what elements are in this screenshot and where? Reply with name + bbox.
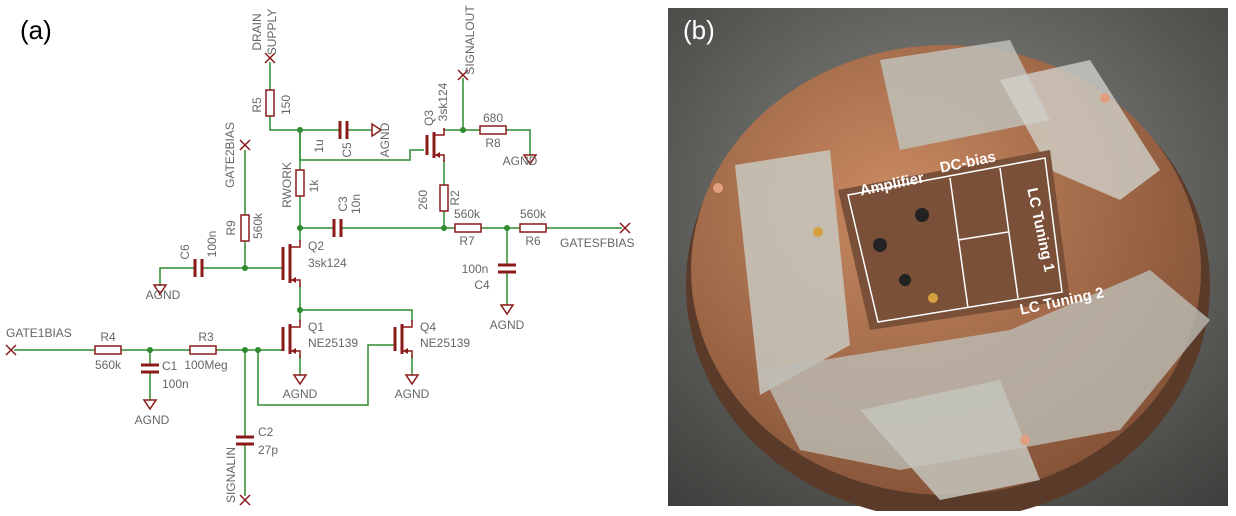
resistor xyxy=(190,346,216,354)
schematic-label: Q2 xyxy=(308,239,324,253)
schematic-label: 3sk124 xyxy=(308,256,347,270)
wire xyxy=(506,130,530,155)
junction xyxy=(504,225,510,231)
screw-hole xyxy=(713,183,723,193)
schematic-label: DRAIN xyxy=(250,13,264,50)
photo xyxy=(668,8,1228,511)
schematic-label: C4 xyxy=(474,278,490,292)
resistor xyxy=(455,224,481,232)
schematic-label: NE25139 xyxy=(420,336,470,350)
schematic-label: GATE1BIAS xyxy=(6,326,72,340)
schematic-label: 100n xyxy=(162,377,189,391)
schematic-label: AGND xyxy=(395,387,430,401)
junction xyxy=(242,347,248,353)
wire xyxy=(258,345,395,405)
schematic-label: R9 xyxy=(224,220,238,236)
schematic-label: C2 xyxy=(258,425,274,439)
schematic-label: 560k xyxy=(520,207,547,221)
photo-label: (b) xyxy=(683,15,715,45)
schematic-label: 3sk124 xyxy=(436,82,450,121)
figure: (a) DRAINSUPPLY SIGNALOUT GATE2BIAS GATESFBI… xyxy=(0,0,1236,511)
resistor xyxy=(241,215,249,241)
pin xyxy=(928,293,938,303)
ground xyxy=(406,375,418,384)
resistor xyxy=(266,90,274,116)
junction xyxy=(297,307,303,313)
schematic-label: AGND xyxy=(490,318,525,332)
transistor xyxy=(915,208,929,222)
schematic-label: C6 xyxy=(178,244,192,260)
page: (a) DRAINSUPPLY SIGNALOUT GATE2BIAS GATESFBI… xyxy=(0,0,1236,516)
schematic-label: R8 xyxy=(485,136,501,150)
schematic xyxy=(6,53,630,505)
wire xyxy=(270,116,340,130)
junction xyxy=(460,127,466,133)
schematic-label: SIGNALIN xyxy=(224,447,238,503)
junction xyxy=(255,347,261,353)
ground xyxy=(501,305,513,314)
wire xyxy=(245,241,283,268)
resistor xyxy=(520,224,546,232)
schematic-label: Q1 xyxy=(308,320,324,334)
junction xyxy=(441,225,447,231)
schematic-label: GATESFBIAS xyxy=(560,236,634,250)
schematic-label: 100Meg xyxy=(184,358,227,372)
pin xyxy=(813,227,823,237)
schematic-label: SIGNALOUT xyxy=(463,5,477,75)
schematic-label: R5 xyxy=(250,97,264,113)
schematic-label: SUPPLY xyxy=(265,9,279,55)
schematic-label: 260 xyxy=(416,190,430,210)
schematic-label: R3 xyxy=(198,330,214,344)
schematic-label: 560k xyxy=(95,358,122,372)
schematic-label: AGND xyxy=(135,413,170,427)
schematic-label: R2 xyxy=(448,190,462,206)
schematic-label: R7 xyxy=(459,234,475,248)
fet-arrow xyxy=(291,348,296,354)
schematic-label: C5 xyxy=(340,142,354,158)
schematic-label: AGND xyxy=(146,288,181,302)
transistor xyxy=(899,274,911,286)
schematic-label: 680 xyxy=(483,111,503,125)
schematic-label: AGND xyxy=(283,387,318,401)
fet-arrow xyxy=(435,152,440,158)
schematic-label: AGND xyxy=(378,122,392,157)
schematic-label: (a) xyxy=(20,15,52,45)
fet-arrow xyxy=(403,348,408,354)
schematic-label: NE25139 xyxy=(308,336,358,350)
resistor xyxy=(440,185,448,211)
schematic-label: AGND xyxy=(503,154,538,168)
resistor xyxy=(95,346,121,354)
schematic-label: 10n xyxy=(349,194,363,214)
schematic-label: Q4 xyxy=(420,320,436,334)
schematic-label: R4 xyxy=(100,330,116,344)
resistor xyxy=(296,170,304,196)
schematic-label: 1k xyxy=(307,179,321,193)
schematic-label: 150 xyxy=(279,95,293,115)
schematic-label: Q3 xyxy=(422,110,436,126)
junction xyxy=(297,127,303,133)
schematic-label: 1u xyxy=(312,139,326,152)
ground xyxy=(144,400,156,409)
schematic-label: RWORK xyxy=(280,162,294,208)
wire xyxy=(160,268,195,285)
schematic-label: 27p xyxy=(258,443,278,457)
schematic-label: 100n xyxy=(462,262,489,276)
resistor xyxy=(480,126,506,134)
schematic-label: R6 xyxy=(525,234,541,248)
schematic-label: 560k xyxy=(251,212,265,239)
schematic-label: 100n xyxy=(205,231,219,258)
schematic-label: C1 xyxy=(162,359,178,373)
screw-hole xyxy=(1020,435,1030,445)
schematic-label: GATE2BIAS xyxy=(223,122,237,188)
junction xyxy=(297,225,303,231)
junction xyxy=(147,347,153,353)
fet-arrow xyxy=(291,277,296,283)
transistor xyxy=(873,238,887,252)
junction xyxy=(242,265,248,271)
schematic-label: 560k xyxy=(454,207,481,221)
ground xyxy=(294,375,306,384)
screw-hole xyxy=(1100,93,1110,103)
schematic-label: C3 xyxy=(336,196,350,212)
